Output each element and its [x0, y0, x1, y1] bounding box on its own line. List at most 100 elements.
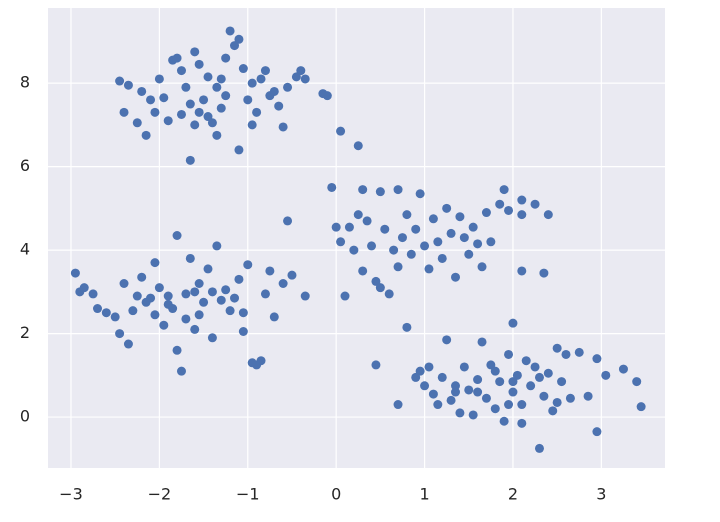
scatter-point — [384, 289, 394, 299]
scatter-point — [464, 385, 474, 395]
scatter-point — [517, 400, 527, 410]
scatter-point — [181, 82, 191, 92]
scatter-point — [340, 291, 350, 301]
scatter-point — [451, 381, 461, 391]
scatter-point — [132, 118, 142, 128]
scatter-point — [327, 182, 337, 192]
scatter-point — [508, 377, 518, 387]
scatter-point — [583, 391, 593, 401]
scatter-point — [172, 230, 182, 240]
scatter-point — [181, 289, 191, 299]
scatter-point — [146, 293, 156, 303]
scatter-point — [137, 86, 147, 96]
scatter-point — [437, 253, 447, 263]
scatter-point — [115, 329, 125, 339]
scatter-point — [557, 377, 567, 387]
x-tick-label: 2 — [508, 485, 518, 504]
scatter-point — [534, 372, 544, 382]
scatter-point — [234, 34, 244, 44]
scatter-point — [141, 130, 151, 140]
scatter-point — [380, 224, 390, 234]
scatter-point — [543, 210, 553, 220]
scatter-point — [181, 314, 191, 324]
scatter-point — [358, 185, 368, 195]
scatter-point — [216, 103, 226, 113]
scatter-point — [238, 308, 248, 318]
scatter-point — [230, 41, 240, 51]
scatter-point — [269, 86, 279, 96]
scatter-point — [539, 268, 549, 278]
scatter-point — [428, 214, 438, 224]
scatter-point — [176, 109, 186, 119]
scatter-point — [477, 337, 487, 347]
scatter-point — [225, 306, 235, 316]
scatter-point — [150, 107, 160, 117]
scatter-point — [451, 387, 461, 397]
scatter-point — [123, 80, 133, 90]
scatter-point — [260, 289, 270, 299]
x-tick-label: 0 — [331, 485, 341, 504]
scatter-point — [256, 356, 266, 366]
scatter-point — [530, 199, 540, 209]
scatter-point — [428, 389, 438, 399]
scatter-point — [592, 427, 602, 437]
scatter-point — [521, 356, 531, 366]
scatter-point — [402, 210, 412, 220]
scatter-point — [561, 349, 571, 359]
scatter-point — [163, 299, 173, 309]
scatter-point — [495, 199, 505, 209]
scatter-point — [367, 241, 377, 251]
scatter-point — [243, 95, 253, 105]
scatter-point — [234, 145, 244, 155]
scatter-point — [344, 222, 354, 232]
scatter-point — [260, 66, 270, 76]
y-tick-label: 6 — [20, 156, 30, 175]
x-tick-label: 3 — [596, 485, 606, 504]
scatter-point — [93, 304, 103, 314]
scatter-point — [517, 210, 527, 220]
scatter-point — [451, 272, 461, 282]
scatter-point — [530, 362, 540, 372]
scatter-point — [481, 208, 491, 218]
scatter-point — [393, 400, 403, 410]
x-tick-label: −2 — [148, 485, 172, 504]
scatter-point — [473, 239, 483, 249]
scatter-point — [203, 264, 213, 274]
scatter-point — [468, 410, 478, 420]
scatter-point — [185, 253, 195, 263]
scatter-point — [375, 283, 385, 293]
scatter-point — [433, 237, 443, 247]
scatter-point — [146, 95, 156, 105]
scatter-point — [159, 320, 169, 330]
scatter-point — [477, 262, 487, 272]
scatter-point — [397, 233, 407, 243]
scatter-point — [512, 370, 522, 380]
scatter-point — [406, 249, 416, 259]
scatter-point — [548, 406, 558, 416]
scatter-point — [437, 372, 447, 382]
scatter-point — [371, 360, 381, 370]
scatter-point — [331, 222, 341, 232]
scatter-point — [455, 212, 465, 222]
scatter-point — [552, 397, 562, 407]
scatter-point — [411, 372, 421, 382]
scatter-point — [486, 237, 496, 247]
scatter-point — [389, 245, 399, 255]
scatter-point — [362, 216, 372, 226]
scatter-point — [371, 276, 381, 286]
scatter-point — [486, 360, 496, 370]
scatter-point — [212, 82, 222, 92]
scatter-point — [150, 310, 160, 320]
scatter-point — [283, 216, 293, 226]
scatter-point — [349, 245, 359, 255]
scatter-point — [442, 203, 452, 213]
scatter-point — [221, 53, 231, 63]
scatter-point — [115, 76, 125, 86]
scatter-point — [234, 274, 244, 284]
scatter-point — [185, 99, 195, 109]
scatter-point — [336, 237, 346, 247]
scatter-point — [296, 66, 306, 76]
scatter-point — [194, 107, 204, 117]
scatter-point — [534, 443, 544, 453]
